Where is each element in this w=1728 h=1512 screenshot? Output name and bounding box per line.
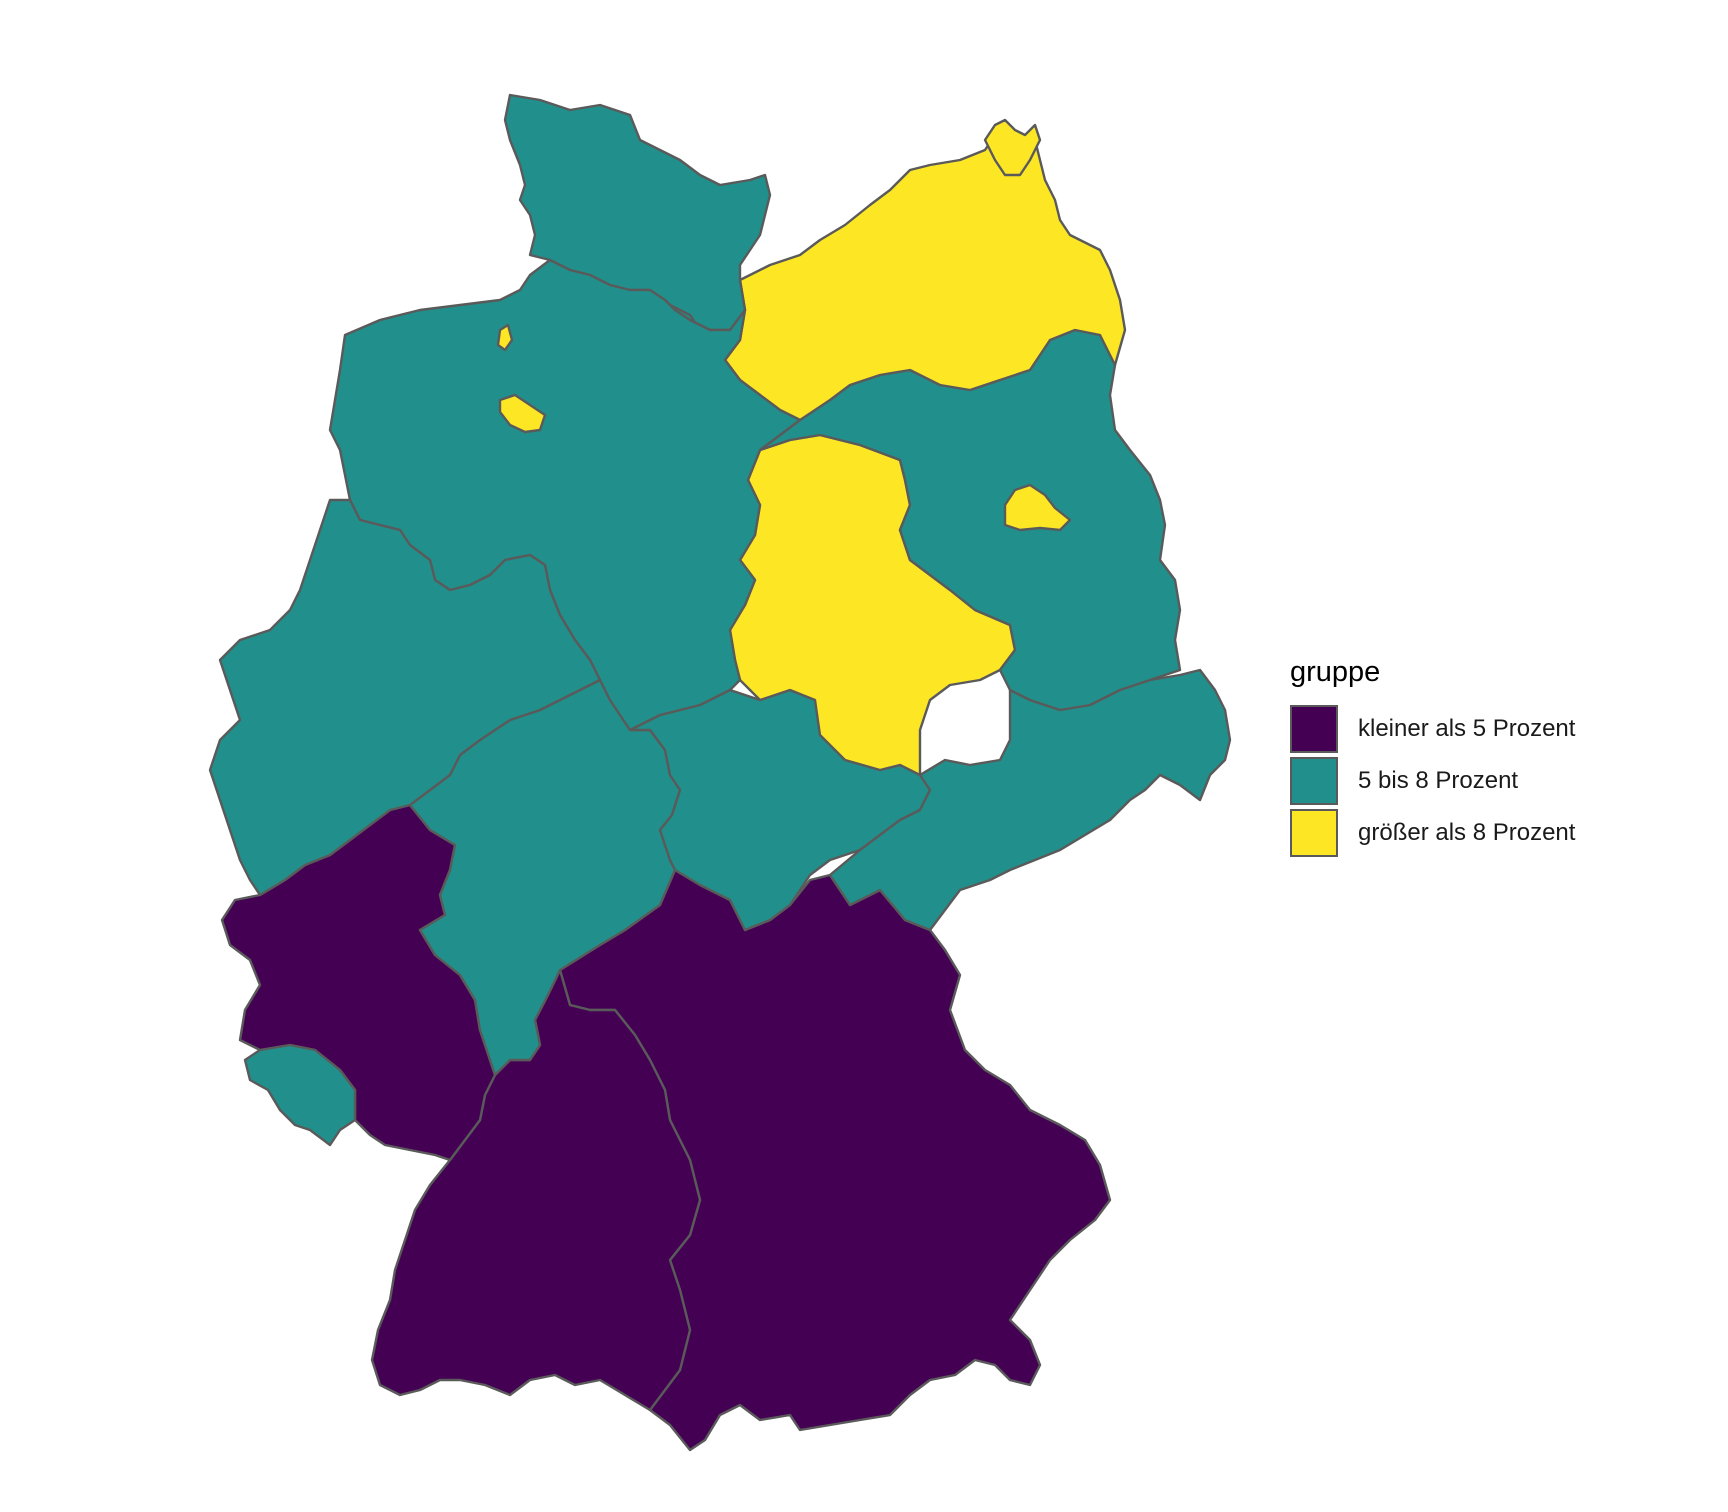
legend-swatch	[1290, 757, 1338, 805]
state-bremerhaven	[496, 323, 514, 352]
legend-item: 5 bis 8 Prozent	[1290, 755, 1575, 807]
state-nordrhein-westfalen	[208, 498, 602, 897]
legend: gruppe kleiner als 5 Prozent 5 bis 8 Pro…	[1290, 655, 1575, 859]
legend-item: größer als 8 Prozent	[1290, 807, 1575, 859]
legend-swatch	[1290, 705, 1338, 753]
state-bremen	[498, 393, 547, 434]
state-mecklenburg-vorpommern	[723, 133, 1127, 422]
state-berlin	[1003, 483, 1072, 532]
legend-title: gruppe	[1290, 656, 1381, 688]
legend-swatch	[1290, 809, 1338, 857]
state-ruegen	[983, 118, 1042, 177]
state-saarland	[243, 1043, 357, 1147]
legend-label: kleiner als 5 Prozent	[1358, 715, 1576, 742]
legend-label: 5 bis 8 Prozent	[1358, 767, 1519, 794]
legend-label: größer als 8 Prozent	[1358, 819, 1576, 846]
legend-item: kleiner als 5 Prozent	[1290, 703, 1575, 755]
